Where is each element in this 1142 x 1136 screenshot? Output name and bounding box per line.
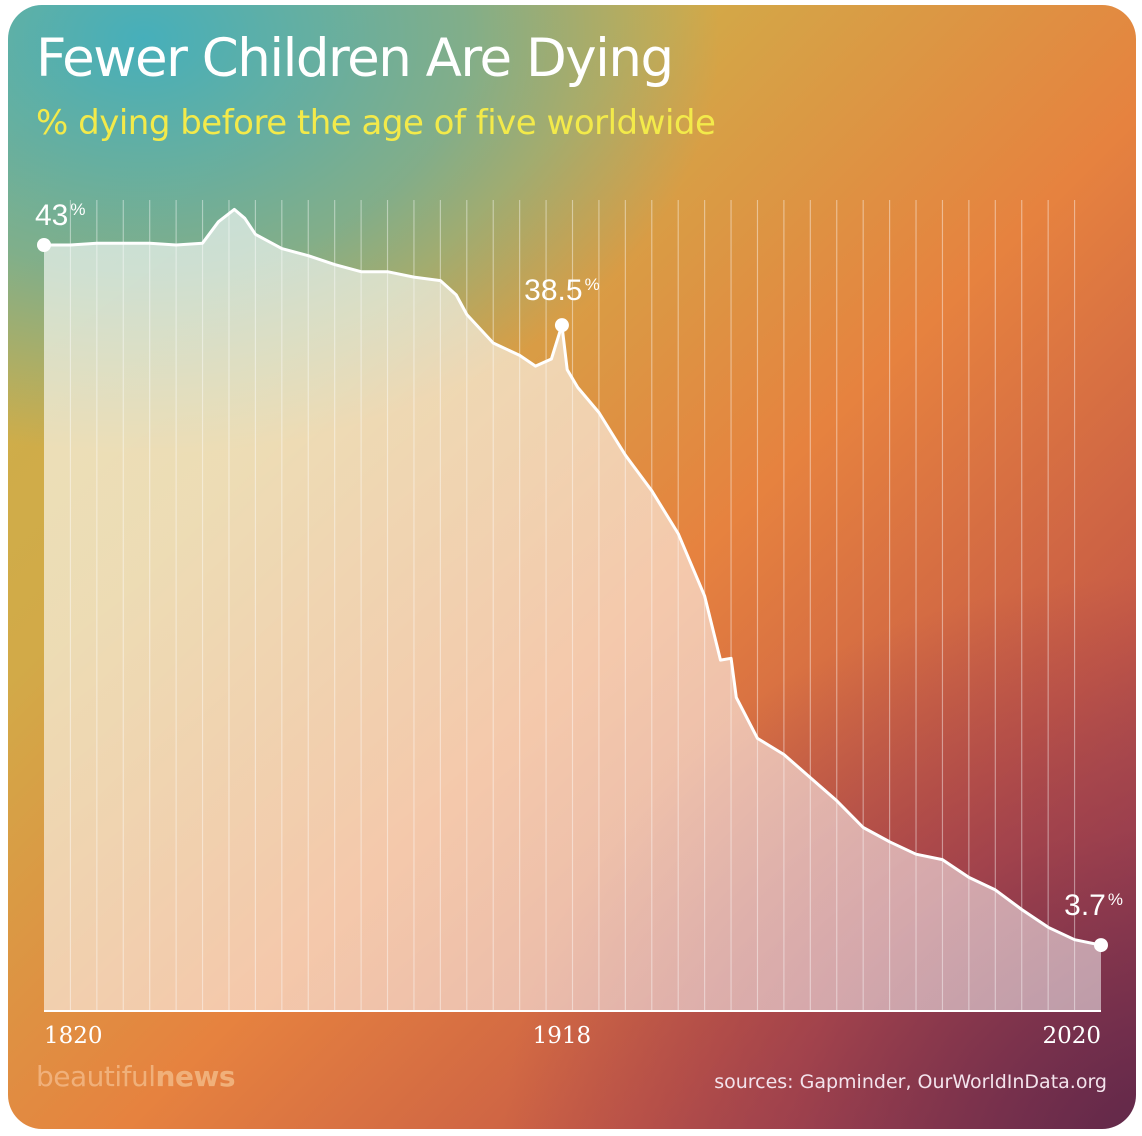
x-tick-label: 2020 <box>1042 1023 1101 1049</box>
data-point-marker <box>554 318 569 333</box>
x-tick-label: 1918 <box>533 1023 592 1049</box>
x-tick-label: 1820 <box>44 1023 103 1049</box>
page-subtitle: % dying before the age of five worldwide <box>36 103 716 143</box>
data-label: 38.5% <box>524 274 600 307</box>
data-point-marker <box>37 238 51 252</box>
brand-logo: beautifulnews <box>36 1060 236 1093</box>
data-point-marker <box>1094 938 1108 953</box>
sources-note: sources: Gapminder, OurWorldInData.org <box>714 1071 1107 1093</box>
page-title: Fewer Children Are Dying <box>36 28 674 89</box>
data-label: 3.7% <box>1064 889 1123 922</box>
data-label: 43% <box>35 199 86 232</box>
series-area <box>44 209 1101 1011</box>
